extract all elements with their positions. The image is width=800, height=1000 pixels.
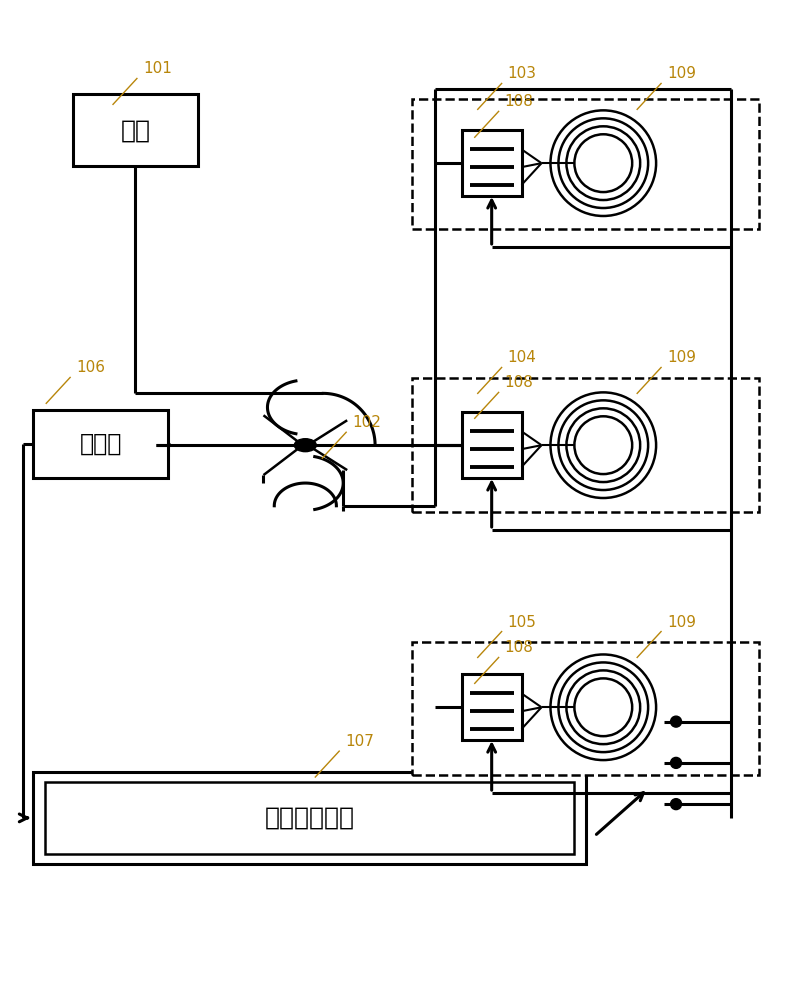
Bar [462,412,522,478]
Bar [412,378,758,512]
Circle shape [670,799,682,810]
Text: 103: 103 [508,66,537,81]
Text: 105: 105 [508,615,537,630]
Bar [412,99,758,229]
Bar [462,130,522,196]
Text: 108: 108 [505,94,534,109]
Ellipse shape [294,439,316,452]
Text: 109: 109 [667,350,696,365]
Bar [34,410,168,478]
Text: 102: 102 [352,415,381,430]
Circle shape [670,757,682,768]
Circle shape [670,716,682,727]
Text: 108: 108 [505,375,534,390]
Text: 109: 109 [667,66,696,81]
Bar [73,94,198,166]
Text: 101: 101 [143,61,172,76]
Text: 信号处理电路: 信号处理电路 [265,806,355,830]
Bar [462,674,522,740]
Text: 104: 104 [508,350,537,365]
Text: 109: 109 [667,615,696,630]
Text: 108: 108 [505,640,534,655]
Bar [412,642,758,775]
Text: 106: 106 [76,360,105,375]
Text: 探测器: 探测器 [79,432,122,456]
Text: 107: 107 [345,734,374,749]
Bar [46,782,574,854]
Bar [34,772,586,864]
Text: 光源: 光源 [121,118,150,142]
